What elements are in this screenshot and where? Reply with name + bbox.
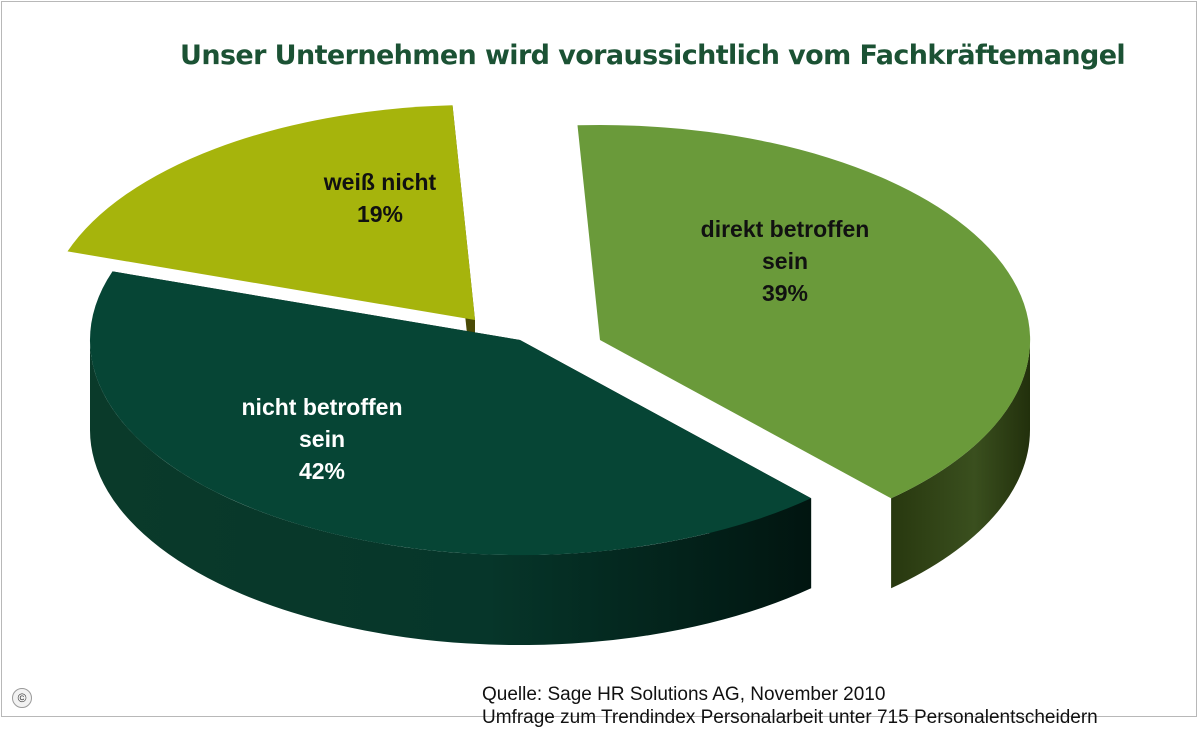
- source-line-2: Umfrage zum Trendindex Personalarbeit un…: [482, 707, 1098, 728]
- slice-outer-wall: [89, 340, 812, 646]
- slice-value-label: 42%: [299, 458, 345, 484]
- pie-slice-0: [577, 125, 1031, 589]
- source-note: Quelle: Sage HR Solutions AG, November 2…: [482, 684, 1182, 728]
- pie-slice-1: [89, 271, 812, 646]
- chart-frame: [1, 1, 1197, 717]
- pie-chart: direkt betroffen sein 39% nicht betroffen se…: [67, 105, 1031, 646]
- slice-value-label: 19%: [357, 201, 403, 227]
- chart-title: Unser Unternehmen wird voraussichtlich v…: [180, 40, 1126, 71]
- slice-top-face: [577, 125, 1031, 499]
- slice-top-face: [67, 105, 475, 320]
- slice-category-label: sein: [299, 426, 345, 452]
- slice-category-label: weiß nicht: [323, 169, 437, 195]
- slice-category-label: nicht betroffen: [242, 394, 403, 420]
- slice-outer-wall: [891, 340, 1030, 589]
- source-line-1: Quelle: Sage HR Solutions AG, November 2…: [482, 684, 886, 705]
- slice-category-label: direkt betroffen: [701, 216, 870, 242]
- slice-top-face: [89, 271, 812, 556]
- slice-category-label: sein: [762, 248, 808, 274]
- slice-value-label: 39%: [762, 280, 808, 306]
- copyright-icon: ©: [12, 688, 32, 708]
